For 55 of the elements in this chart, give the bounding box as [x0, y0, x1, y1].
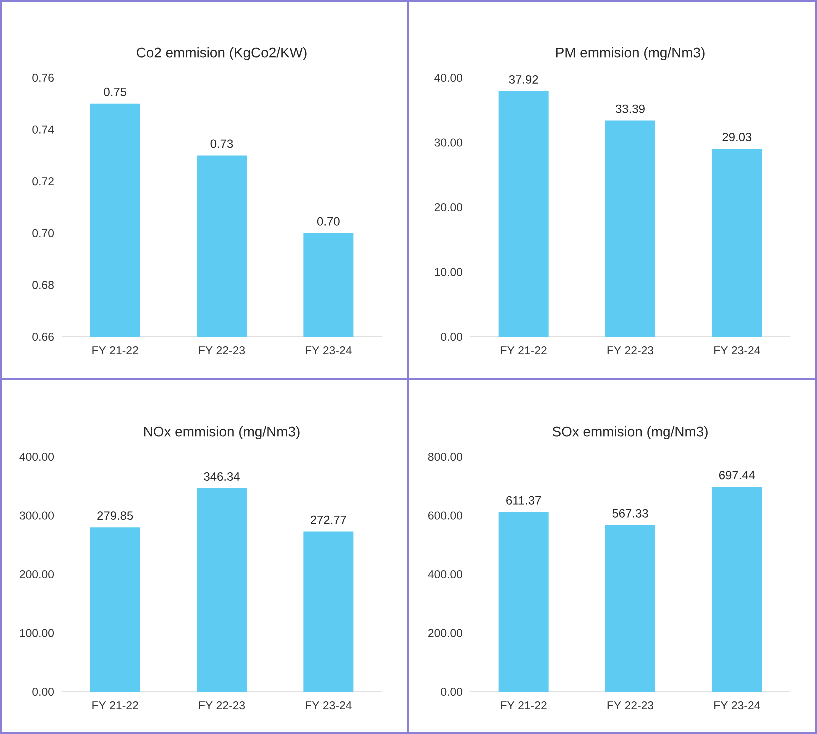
data-label: 272.77: [310, 516, 346, 524]
bar: [498, 512, 549, 692]
y-tick-label: 0.74: [32, 126, 54, 134]
y-tick-label: 40.00: [434, 74, 463, 82]
x-tick-label: FY 21-22: [501, 346, 547, 355]
chart-title: NOx emmision (mg/Nm3): [144, 426, 300, 440]
bar: [606, 525, 656, 692]
x-tick-label: FY 23-24: [714, 346, 760, 355]
y-tick-label: 0.00: [441, 332, 463, 342]
data-label: 346.34: [204, 472, 240, 481]
bar: [90, 528, 140, 692]
data-label: 279.85: [98, 512, 134, 520]
x-tick-label: FY 23-24: [714, 702, 760, 710]
x-tick-label: FY 22-23: [199, 702, 246, 710]
x-tick-label: FY 22-23: [199, 346, 246, 355]
data-label: 0.70: [318, 217, 340, 226]
y-tick-label: 100.00: [20, 629, 54, 638]
y-tick-label: 0.00: [32, 688, 54, 696]
y-tick-label: 0.68: [32, 281, 54, 290]
y-tick-label: 20.00: [434, 203, 463, 212]
x-tick-label: FY 23-24: [306, 346, 352, 355]
x-tick-label: FY 23-24: [306, 702, 352, 710]
y-tick-label: 400.00: [428, 570, 463, 579]
y-tick-label: 10.00: [435, 268, 463, 276]
y-tick-label: 0.72: [32, 178, 54, 186]
bar: [197, 488, 247, 692]
x-tick-label: FY 21-22: [92, 702, 138, 710]
bar: [712, 487, 762, 692]
data-label: 611.37: [506, 496, 542, 505]
data-label: 0.73: [210, 140, 234, 148]
chart-title: SOx emmision (mg/Nm3): [552, 426, 708, 440]
data-label: 0.75: [104, 88, 126, 96]
y-tick-label: 0.70: [32, 229, 54, 238]
y-tick-label: 200.00: [428, 629, 463, 638]
y-tick-label: 600.00: [428, 512, 463, 520]
chart-title: PM emmision (mg/Nm3): [556, 47, 705, 60]
x-tick-label: FY 21-22: [501, 702, 547, 710]
y-tick-label: 0.66: [32, 332, 54, 342]
y-tick-label: 200.00: [20, 570, 54, 579]
x-tick-label: FY 21-22: [92, 346, 138, 355]
y-tick-label: 800.00: [428, 452, 463, 462]
x-tick-label: FY 22-23: [608, 346, 654, 355]
y-tick-label: 0.76: [32, 74, 54, 82]
chart-title: Co2 emmision (KgCo2/KW): [137, 47, 307, 60]
data-label: 33.39: [616, 104, 645, 114]
data-label: 37.92: [509, 75, 538, 84]
data-label: 697.44: [720, 471, 756, 480]
x-tick-label: FY 22-23: [608, 702, 654, 710]
bar: [304, 532, 354, 692]
y-tick-label: 30.00: [434, 138, 463, 147]
y-tick-label: 300.00: [20, 512, 54, 520]
y-tick-label: 400.00: [20, 452, 54, 462]
data-label: 567.33: [612, 509, 648, 518]
y-tick-label: 0.00: [441, 688, 463, 696]
data-label: 29.03: [722, 133, 752, 142]
